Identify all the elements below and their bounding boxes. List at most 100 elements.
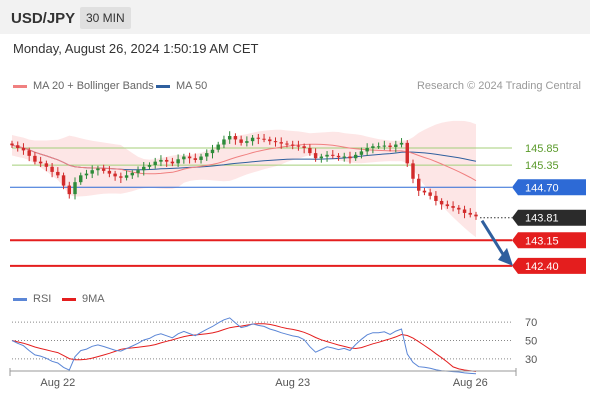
level-label: 142.40 bbox=[525, 261, 559, 273]
rsi-ma-swatch bbox=[62, 297, 76, 301]
candle-body bbox=[21, 147, 26, 151]
legend-rsi: RSI bbox=[13, 293, 51, 305]
candle-body bbox=[27, 150, 31, 156]
candle-body bbox=[216, 144, 220, 150]
level-label: 143.15 bbox=[525, 235, 559, 247]
candle-body bbox=[394, 144, 398, 147]
chart-header: USD/JPY 30 MIN bbox=[0, 0, 590, 34]
candle-body bbox=[164, 159, 169, 162]
candle-body bbox=[405, 142, 409, 164]
candle-body bbox=[44, 163, 49, 167]
legend-9ma-label: 9MA bbox=[82, 293, 105, 305]
research-credit: Research © 2024 Trading Central bbox=[416, 80, 581, 92]
candle-body bbox=[313, 153, 318, 159]
ma20-swatch bbox=[13, 84, 27, 88]
candle-body bbox=[416, 178, 421, 191]
candle-body bbox=[159, 159, 163, 162]
candle-body bbox=[325, 154, 329, 157]
candle-body bbox=[153, 161, 157, 166]
candle-body bbox=[359, 151, 364, 155]
level-label: 143.81 bbox=[525, 213, 559, 225]
candle-body bbox=[342, 156, 346, 158]
candle-body bbox=[388, 145, 392, 147]
candle-body bbox=[376, 146, 381, 148]
candle-body bbox=[10, 143, 14, 146]
candle-body bbox=[422, 190, 427, 193]
symbol-label: USD/JPY bbox=[11, 10, 76, 27]
candle-body bbox=[16, 145, 20, 148]
candle-body bbox=[61, 175, 66, 186]
candle-body bbox=[50, 166, 54, 172]
candle-body bbox=[308, 147, 312, 154]
candle-body bbox=[107, 170, 112, 174]
rsi-tick-label: 70 bbox=[525, 317, 537, 329]
candle-body bbox=[439, 200, 444, 205]
forecast-arrow bbox=[480, 219, 506, 257]
candle-body bbox=[227, 136, 232, 140]
candle-body bbox=[268, 139, 272, 142]
candle-body bbox=[285, 143, 289, 145]
candle-body bbox=[296, 145, 301, 147]
candle-body bbox=[302, 146, 306, 148]
candle-body bbox=[319, 156, 324, 159]
candle-body bbox=[199, 156, 203, 160]
candle-body bbox=[233, 136, 238, 140]
candle-body bbox=[187, 156, 192, 159]
candle-body bbox=[124, 175, 129, 178]
candle-body bbox=[210, 149, 215, 154]
candle-body bbox=[136, 170, 140, 173]
ma50-swatch bbox=[156, 84, 170, 88]
last-price-tag bbox=[512, 209, 586, 226]
bollinger-band bbox=[12, 120, 476, 238]
candle-body bbox=[182, 156, 186, 160]
candle-body bbox=[399, 142, 404, 145]
candle-body bbox=[462, 209, 467, 213]
candle-body bbox=[445, 204, 450, 207]
level-label: 144.70 bbox=[525, 182, 559, 194]
candle-body bbox=[273, 141, 278, 143]
rsi-swatch bbox=[13, 297, 27, 301]
candle-body bbox=[250, 137, 255, 142]
candle-body bbox=[434, 195, 438, 201]
candle-body bbox=[468, 212, 472, 215]
candle-body bbox=[451, 206, 455, 208]
level-label: 145.85 bbox=[525, 143, 559, 155]
candle-body bbox=[119, 176, 123, 178]
candle-body bbox=[245, 141, 249, 143]
legend-rsi-label: RSI bbox=[33, 293, 52, 305]
interval-button[interactable]: 30 MIN bbox=[80, 7, 131, 29]
candle-body bbox=[147, 165, 152, 167]
level-label: 145.35 bbox=[525, 160, 559, 172]
rsi-tick-label: 50 bbox=[525, 336, 537, 348]
rsi-line bbox=[11, 317, 477, 375]
candle-body bbox=[96, 168, 100, 171]
candle-body bbox=[371, 146, 375, 148]
legend-ma20: MA 20 + Bollinger Bands bbox=[13, 80, 154, 92]
candle-body bbox=[79, 175, 83, 183]
x-tick-label: Aug 23 bbox=[275, 377, 310, 389]
candle-body bbox=[33, 155, 37, 162]
legend-ma50: MA 50 bbox=[156, 80, 207, 92]
legend-9ma: 9MA bbox=[62, 293, 105, 305]
candle-body bbox=[382, 145, 387, 147]
level-tag bbox=[512, 179, 586, 196]
candle-body bbox=[67, 185, 72, 195]
candle-body bbox=[142, 166, 146, 171]
candle-body bbox=[256, 137, 261, 139]
candle-body bbox=[239, 139, 243, 143]
candle-body bbox=[411, 163, 415, 179]
candle-body bbox=[474, 214, 478, 217]
rsi-tick-label: 30 bbox=[525, 354, 537, 366]
candle-body bbox=[56, 171, 60, 176]
level-tag bbox=[512, 232, 586, 249]
candle-body bbox=[348, 156, 352, 159]
chart-datetime: Monday, August 26, 2024 1:50:19 AM CET bbox=[13, 41, 259, 56]
candle-body bbox=[101, 168, 106, 171]
candle-body bbox=[193, 158, 198, 160]
candle-body bbox=[336, 155, 341, 158]
ma20-line bbox=[11, 143, 477, 182]
candle-body bbox=[170, 161, 175, 164]
candle-body bbox=[262, 138, 266, 140]
x-tick-label: Aug 26 bbox=[453, 377, 488, 389]
